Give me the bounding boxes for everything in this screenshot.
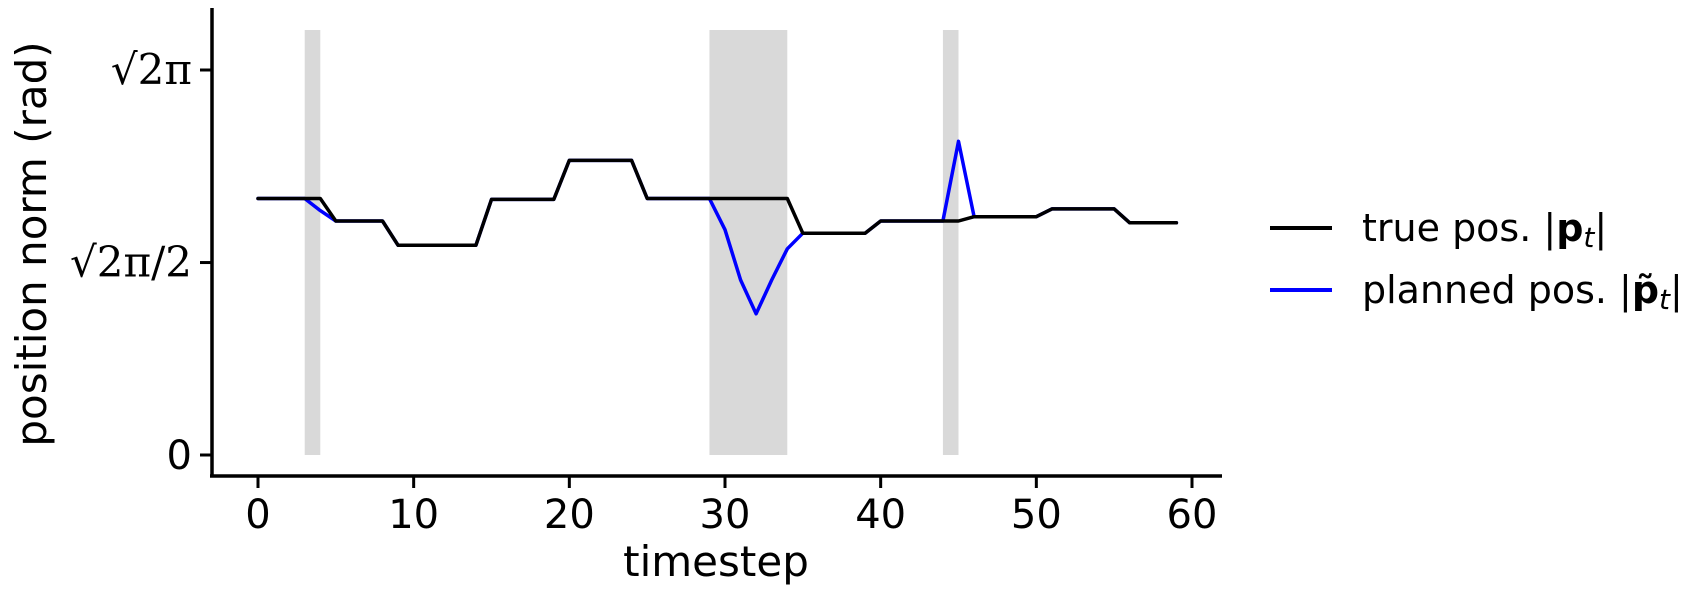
x-ticks: 0 10 20 30 40 50 60 [245, 476, 1217, 538]
y-tick-label: √2π/2 [70, 238, 192, 287]
x-tick-label: 0 [245, 492, 270, 538]
series-lines [256, 139, 1179, 316]
x-tick-label: 50 [1011, 492, 1062, 538]
x-tick-label: 60 [1167, 492, 1218, 538]
y-tick-label: √2π [111, 45, 192, 94]
legend-label: true pos. |pt| [1362, 206, 1607, 254]
legend: true pos. |pt| planned pos. |p̃t| [1270, 206, 1683, 316]
x-tick-label: 30 [700, 492, 751, 538]
axes [210, 8, 1222, 478]
x-tick-label: 20 [544, 492, 595, 538]
shaded-interval [942, 30, 959, 455]
x-tick-label: 40 [855, 492, 906, 538]
y-tick-label: 0 [167, 433, 192, 479]
shaded-interval [304, 30, 321, 455]
y-ticks: 0 √2π/2 √2π [70, 45, 212, 479]
legend-label: planned pos. |p̃t| [1362, 268, 1683, 316]
y-axis-label: position norm (rad) [7, 41, 56, 446]
true-position-line [256, 158, 1179, 248]
x-axis-label: timestep [623, 537, 809, 586]
shaded-regions [304, 30, 959, 455]
x-tick-label: 10 [388, 492, 439, 538]
shaded-interval [709, 30, 788, 455]
